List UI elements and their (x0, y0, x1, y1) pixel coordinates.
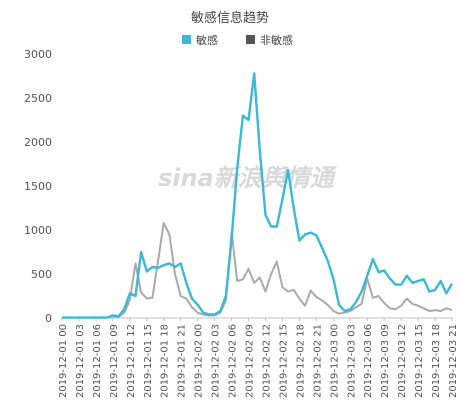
x-tick-label: 2019-12-03 15 (414, 324, 425, 398)
series-line-sensitive (62, 72, 454, 319)
x-tick-label: 2019-12-02 03 (211, 324, 222, 398)
x-tick-label: 2019-12-02 09 (245, 324, 256, 398)
x-tick-label: 2019-12-01 09 (109, 324, 120, 398)
x-tick-label: 2019-12-01 12 (126, 324, 137, 398)
y-tick-label: 3000 (24, 48, 52, 61)
chart-title: 敏感信息趋势 (191, 10, 269, 26)
y-axis: 0 500 1000 1500 2000 2500 3000 (24, 48, 52, 325)
x-tick-label: 2019-12-03 00 (329, 324, 340, 398)
legend-swatch-sensitive (182, 35, 191, 44)
x-tick-label: 2019-12-01 18 (160, 324, 171, 398)
x-tick-label: 2019-12-01 00 (58, 324, 69, 398)
x-tick-label: 2019-12-02 12 (261, 324, 272, 398)
x-tick-label: 2019-12-02 21 (312, 324, 323, 398)
y-tick-label: 2500 (24, 92, 52, 105)
series-line-nonsensitive (62, 222, 453, 319)
x-tick-label: 2019-12-03 12 (397, 324, 408, 398)
y-tick-label: 500 (31, 268, 52, 281)
x-tick-label: 2019-12-02 15 (278, 324, 289, 398)
legend-swatch-nonsensitive (246, 35, 255, 44)
x-tick-label: 2019-12-03 21 (448, 324, 459, 398)
watermark: sina新浪舆情通 (158, 164, 338, 192)
x-tick-label: 2019-12-03 18 (431, 324, 442, 398)
x-tick-label: 2019-12-03 09 (380, 324, 391, 398)
x-tick-label: 2019-12-03 06 (363, 324, 374, 398)
legend: 敏感 非敏感 (182, 33, 293, 47)
x-tick-label: 2019-12-01 15 (143, 324, 154, 398)
x-tick-label: 2019-12-02 18 (295, 324, 306, 398)
x-tick-label: 2019-12-02 06 (228, 324, 239, 398)
x-axis: 2019-12-01 00 2019-12-01 03 2019-12-01 06 2… (58, 317, 459, 398)
y-tick-label: 0 (45, 312, 52, 325)
x-tick-label: 2019-12-03 03 (346, 324, 357, 398)
plot-lines (62, 72, 454, 319)
x-tick-label: 2019-12-01 06 (92, 324, 103, 398)
y-tick-label: 2000 (24, 136, 52, 149)
x-tick-label: 2019-12-01 21 (177, 324, 188, 398)
x-tick-label: 2019-12-01 03 (75, 324, 86, 398)
legend-label-nonsensitive: 非敏感 (260, 33, 293, 47)
y-tick-label: 1500 (24, 180, 52, 193)
y-tick-label: 1000 (24, 224, 52, 237)
x-tick-label: 2019-12-02 00 (194, 324, 205, 398)
legend-label-sensitive: 敏感 (196, 33, 218, 47)
